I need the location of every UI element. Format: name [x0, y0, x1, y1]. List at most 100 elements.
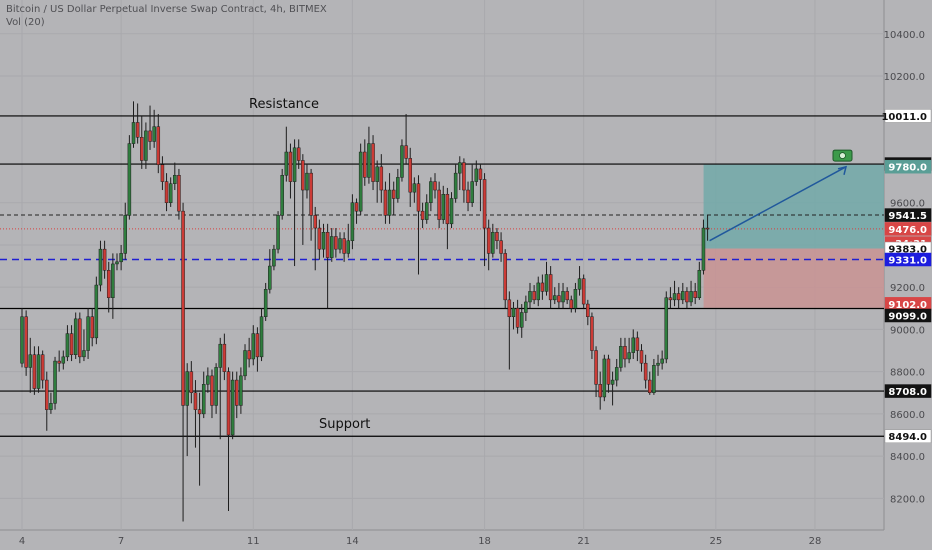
- candle: [548, 274, 553, 301]
- candle: [144, 130, 148, 161]
- x-tick-label: 18: [478, 536, 491, 547]
- candle: [73, 318, 78, 355]
- candle: [358, 151, 363, 212]
- candle: [49, 403, 53, 410]
- candle: [201, 384, 206, 415]
- level-badge-8708: [884, 384, 932, 398]
- candle: [581, 278, 586, 305]
- candle: [371, 143, 375, 182]
- candle: [383, 189, 388, 216]
- y-tick-label: 9000.0: [890, 325, 925, 336]
- candle: [342, 238, 346, 254]
- candle: [499, 240, 503, 254]
- candle: [65, 333, 70, 358]
- candle: [491, 232, 495, 254]
- candle: [643, 362, 648, 381]
- candle: [309, 172, 313, 216]
- candle: [28, 354, 33, 368]
- candle: [569, 299, 574, 309]
- volume-indicator-label: Vol (20): [6, 17, 45, 28]
- candle: [57, 360, 61, 364]
- candle: [515, 308, 520, 328]
- candle: [243, 350, 247, 377]
- arrow-head: [837, 165, 848, 175]
- candle: [346, 240, 351, 254]
- candle: [689, 291, 693, 303]
- candle: [561, 291, 565, 303]
- candle: [474, 168, 479, 182]
- candle: [528, 291, 532, 303]
- candle: [90, 316, 94, 339]
- level-badge-10011-text: 10011.0: [881, 112, 927, 123]
- target-zone: [703, 164, 884, 249]
- candle: [648, 379, 652, 393]
- candle: [334, 236, 338, 250]
- candle: [660, 358, 664, 364]
- level-badge-10011: [884, 109, 932, 123]
- candle: [363, 151, 367, 178]
- candle: [577, 278, 582, 290]
- candle: [623, 346, 627, 360]
- candle: [441, 194, 446, 220]
- candle: [259, 316, 264, 358]
- candle: [573, 289, 578, 309]
- candle: [127, 143, 132, 216]
- candle: [193, 392, 198, 410]
- candle: [321, 232, 326, 250]
- candle: [416, 183, 421, 212]
- candle: [553, 295, 557, 301]
- candle: [197, 409, 202, 415]
- candle: [656, 362, 660, 366]
- candle: [449, 198, 454, 225]
- last-price-badge-text: 9476.0: [888, 225, 927, 236]
- candle: [350, 202, 355, 241]
- candle: [292, 147, 297, 182]
- chart-title: Bitcoin / US Dollar Perpetual Inverse Sw…: [6, 4, 327, 15]
- candle: [433, 181, 437, 191]
- candle: [185, 371, 189, 406]
- candle: [210, 375, 214, 406]
- candle: [268, 265, 272, 290]
- level-badge-9099-text: 9099.0: [888, 311, 927, 322]
- candle: [20, 316, 24, 364]
- x-tick-label: 4: [19, 536, 25, 547]
- candle: [540, 282, 545, 292]
- stop-price-badge-text: 9102.0: [888, 300, 927, 311]
- level-badge-8494-text: 8494.0: [888, 432, 927, 443]
- candle: [206, 375, 210, 385]
- candle: [222, 343, 227, 372]
- x-tick-label: 7: [118, 536, 124, 547]
- candle: [230, 379, 235, 436]
- candle: [135, 122, 140, 138]
- x-tick-label: 25: [709, 536, 722, 547]
- candle: [61, 356, 66, 364]
- candle: [235, 379, 239, 406]
- candle: [445, 194, 450, 225]
- candle: [247, 350, 251, 360]
- candle: [69, 333, 74, 355]
- resistance-label: Resistance: [249, 97, 319, 112]
- candle: [462, 162, 466, 191]
- candle: [635, 337, 640, 351]
- candle: [437, 189, 441, 220]
- candle: [693, 291, 697, 298]
- candle: [676, 293, 681, 301]
- candle: [536, 282, 540, 301]
- candle: [102, 248, 107, 271]
- candle: [36, 354, 41, 389]
- candle: [152, 126, 156, 142]
- candle: [119, 253, 123, 263]
- candle: [78, 318, 82, 358]
- candle: [173, 175, 177, 184]
- candle: [507, 299, 512, 317]
- candle: [156, 126, 161, 165]
- candle: [98, 248, 103, 286]
- candle: [565, 291, 569, 301]
- candle: [115, 261, 119, 265]
- candle: [280, 175, 284, 216]
- candle: [140, 137, 144, 161]
- candle: [255, 333, 260, 358]
- candle: [606, 358, 611, 385]
- candle: [400, 145, 404, 178]
